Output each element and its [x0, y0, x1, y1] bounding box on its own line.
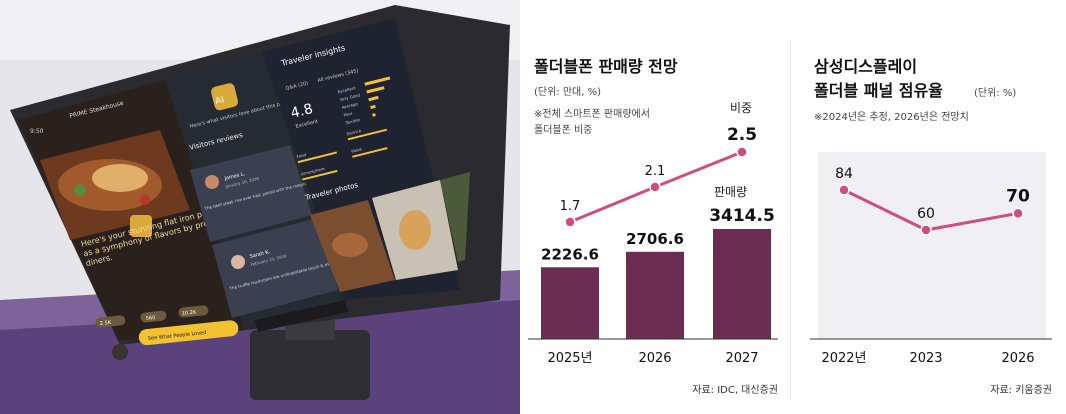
- chart2-source: 자료: 키움증권: [990, 384, 1052, 396]
- chart2-note: ※2024년은 추정, 2026년은 전망치: [814, 111, 969, 123]
- left-stat-3: 10.2K: [182, 309, 198, 317]
- chart2-point-label-2: 70: [1006, 186, 1030, 206]
- chart2-plot-bg: [818, 152, 1046, 339]
- middle-ai-label: AI: [214, 95, 225, 107]
- chart1-x-label-1: 2026: [638, 351, 671, 366]
- left-stat-1: 2.5K: [100, 320, 113, 327]
- chart2-x-label-2: 2026: [1001, 351, 1034, 366]
- panel-divider: [790, 40, 791, 400]
- metric-value: Value: [350, 146, 362, 154]
- chart1-x-label-2: 2027: [725, 351, 758, 366]
- chart1-share-point-2: [736, 146, 748, 158]
- chart2-x-label-1: 2023: [909, 351, 942, 366]
- rating-bar-label-4: Poor: [343, 111, 353, 118]
- chart1-source: 자료: IDC, 대신증권: [692, 384, 778, 396]
- review-1-name: James L.: [223, 171, 246, 182]
- foldable-sales-chart: 폴더블폰 판매량 전망 (단위: 만대, %) ※전체 스마트폰 판매량에서 폴…: [520, 0, 786, 414]
- left-cta-button[interactable]: [138, 320, 239, 346]
- chart2-title-line2: 폴더블 패널 점유율: [814, 81, 943, 100]
- chart1-series-share-label: 비중: [730, 101, 752, 115]
- chart1-bar-label-2: 3414.5: [709, 206, 775, 226]
- chart1-share-point-1: [649, 181, 661, 193]
- metric-food: Food: [296, 152, 307, 159]
- chart2-point-0: [838, 184, 850, 196]
- right-qa-label: Q&A (20): [285, 81, 309, 92]
- right-rating: 4.8: [289, 101, 314, 122]
- metric-atmosphere: Atmosphere: [300, 166, 325, 177]
- chart1-share-label-0: 1.7: [560, 199, 581, 214]
- chart1-unit-note: (단위: 만대, %): [534, 85, 601, 98]
- chart1-share-label-2: 2.5: [727, 125, 757, 145]
- chart1-note-line2: 폴더블폰 비중: [534, 124, 592, 136]
- left-stat-2: 560: [146, 315, 156, 322]
- samsung-display-share-chart: 삼성디스플레이 폴더블 패널 점유율 (단위: %) ※2024년은 추정, 2…: [796, 0, 1066, 414]
- chart1-title: 폴더블폰 판매량 전망: [534, 57, 678, 76]
- rating-bar-label-1: Excellent: [337, 85, 356, 94]
- chart2-title-line1: 삼성디스플레이: [814, 57, 917, 76]
- chart1-bar-1: [626, 251, 684, 339]
- chart2-point-1: [920, 224, 932, 236]
- chart1-series-sales-label: 판매량: [714, 185, 747, 199]
- right-rating-word: Excellent: [295, 119, 319, 130]
- chart1-share-point-0: [564, 216, 576, 228]
- chart2-point-label-0: 84: [835, 166, 853, 182]
- left-screen-time: 9:50: [30, 128, 44, 135]
- rating-bar-label-3: Average: [341, 101, 359, 110]
- chart2-unit-note: (단위: %): [974, 86, 1016, 99]
- chart2-point-label-1: 60: [917, 206, 935, 222]
- rating-bar-label-5: Terrible: [344, 117, 361, 126]
- chart2-point-2: [1012, 207, 1024, 220]
- chart1-note-line1: ※전체 스마트폰 판매량에서: [534, 108, 650, 120]
- rating-bar-label-2: Very Good: [339, 92, 361, 102]
- chart2-x-label-0: 2022년: [821, 351, 866, 366]
- metric-service: Service: [346, 128, 362, 137]
- chart1-bar-label-1: 2706.6: [626, 230, 684, 248]
- chart1-bar-0: [541, 267, 599, 339]
- review-2-name: Sarah K.: [249, 249, 271, 260]
- chart1-share-label-1: 2.1: [645, 164, 666, 179]
- product-photo: 9:50 PRIME Steakhouse Here's your stunni…: [0, 0, 520, 414]
- chart1-bar-2: [713, 229, 771, 339]
- chart1-bar-label-0: 2226.6: [541, 245, 599, 263]
- chart1-x-label-0: 2025년: [547, 351, 592, 366]
